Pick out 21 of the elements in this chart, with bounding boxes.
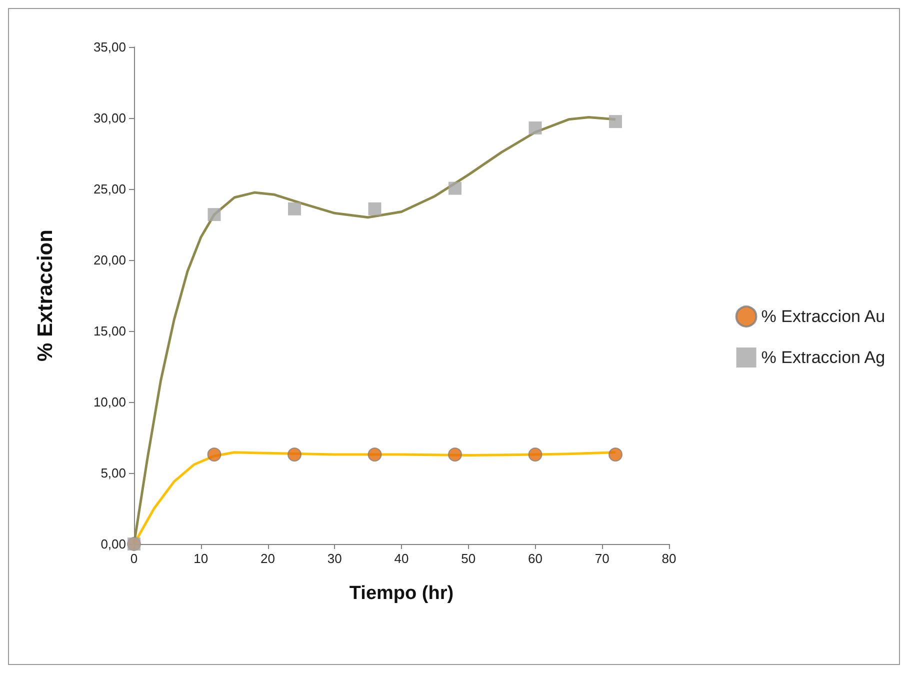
- y-tick-label: 0,00: [100, 536, 126, 552]
- y-tick-label: 10,00: [93, 394, 126, 410]
- y-tick-label: 15,00: [93, 324, 126, 338]
- y-tick-label: 5,00: [100, 466, 126, 480]
- x-tick-label: 0: [130, 551, 138, 566]
- y-tick-label: 20,00: [93, 252, 126, 268]
- x-tick-label: 80: [662, 551, 676, 566]
- y-tick-label: 30,00: [93, 110, 126, 126]
- legend-label: % Extraccion Au: [761, 307, 886, 326]
- x-tick-label: 60: [528, 551, 542, 566]
- x-tick-label: 10: [194, 551, 208, 566]
- legend-label: % Extraccion Ag: [761, 348, 886, 367]
- x-tick-label: 50: [461, 551, 476, 566]
- x-axis-title: Tiempo (hr): [349, 583, 454, 604]
- y-tick-label: 25,00: [93, 182, 126, 196]
- x-tick-label: 70: [594, 551, 610, 566]
- x-tick-label: 30: [327, 551, 342, 566]
- y-tick-label: 35,00: [93, 40, 126, 54]
- y-axis-title: % Extraccion: [34, 230, 57, 362]
- x-tick-label: 40: [394, 551, 409, 566]
- x-tick-label: 20: [260, 551, 275, 566]
